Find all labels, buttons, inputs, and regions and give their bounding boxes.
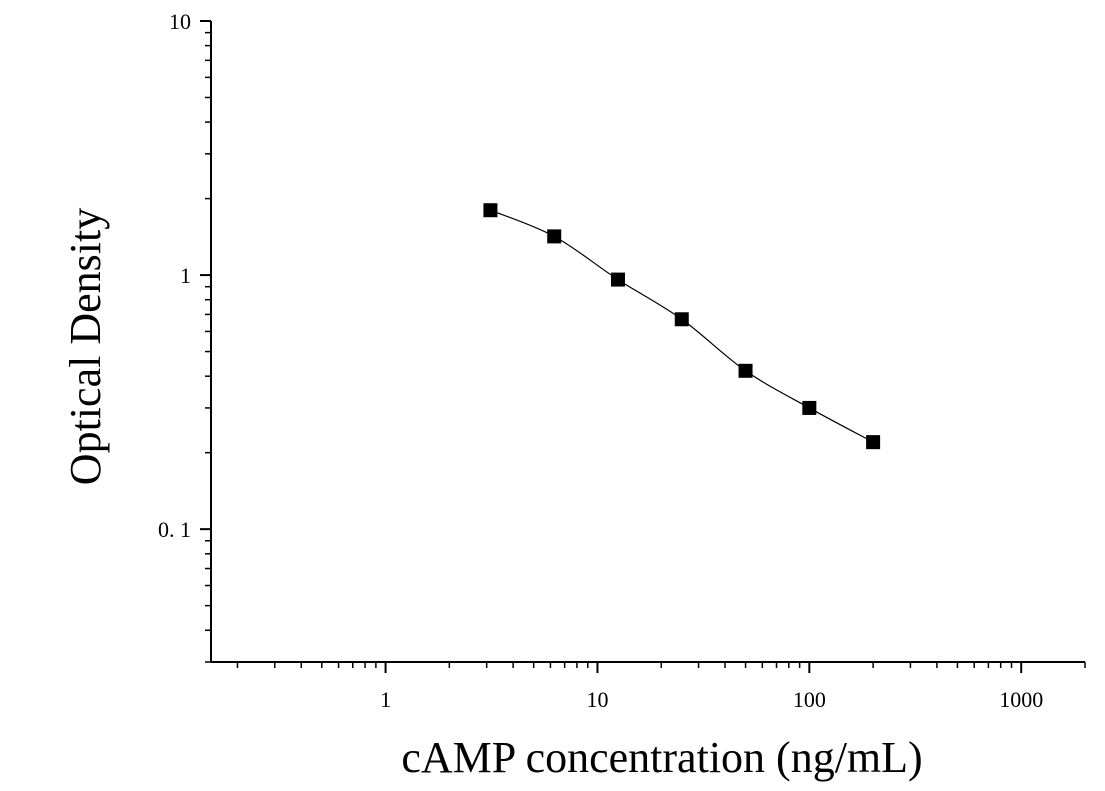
data-point-marker [610,272,625,287]
x-tick-label: 10 [586,687,608,712]
axes: 1 10 100 1000 0. 1 1 10 [158,9,1085,712]
x-tick-label: 100 [793,687,826,712]
data-point-marker [483,203,498,218]
data-point-marker [738,363,753,378]
data-point-marker [866,435,881,450]
y-tick-label: 10 [169,9,191,34]
x-tick-label: 1000 [999,687,1043,712]
data-point-marker [674,312,689,327]
y-axis-title: Optical Density [61,208,110,485]
data-point-marker [802,400,817,415]
y-tick-label: 0. 1 [158,517,191,542]
data-point-marker [547,229,562,244]
y-tick-label: 1 [180,263,191,288]
minor-ticks [205,31,1086,668]
x-tick-label: 1 [380,687,391,712]
data-markers [483,203,881,450]
x-axis-title: cAMP concentration (ng/mL) [401,733,922,782]
